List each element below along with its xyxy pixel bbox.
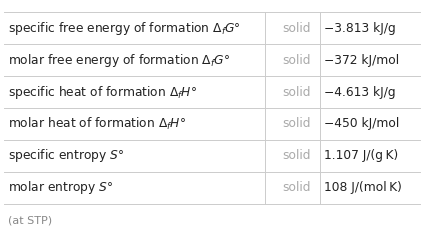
Text: specific heat of formation $\Delta_f H°$: specific heat of formation $\Delta_f H°$ [8,84,197,101]
Text: −4.613 kJ/g: −4.613 kJ/g [324,86,396,98]
Text: molar free energy of formation $\Delta_f G°$: molar free energy of formation $\Delta_f… [8,52,229,69]
Text: solid: solid [282,149,311,162]
Text: (at STP): (at STP) [8,216,52,226]
Text: −372 kJ/mol: −372 kJ/mol [324,54,399,67]
Text: specific entropy $S°$: specific entropy $S°$ [8,147,124,164]
Text: −450 kJ/mol: −450 kJ/mol [324,117,399,131]
Text: solid: solid [282,117,311,131]
Text: molar heat of formation $\Delta_f H°$: molar heat of formation $\Delta_f H°$ [8,116,186,132]
Text: −3.813 kJ/g: −3.813 kJ/g [324,22,396,35]
Text: 108 J/(mol K): 108 J/(mol K) [324,181,402,194]
Text: solid: solid [282,22,311,35]
Text: specific free energy of formation $\Delta_f G°$: specific free energy of formation $\Delt… [8,20,240,37]
Text: solid: solid [282,181,311,194]
Text: 1.107 J/(g K): 1.107 J/(g K) [324,149,399,162]
Text: solid: solid [282,54,311,67]
Text: solid: solid [282,86,311,98]
Text: molar entropy $S°$: molar entropy $S°$ [8,179,113,196]
